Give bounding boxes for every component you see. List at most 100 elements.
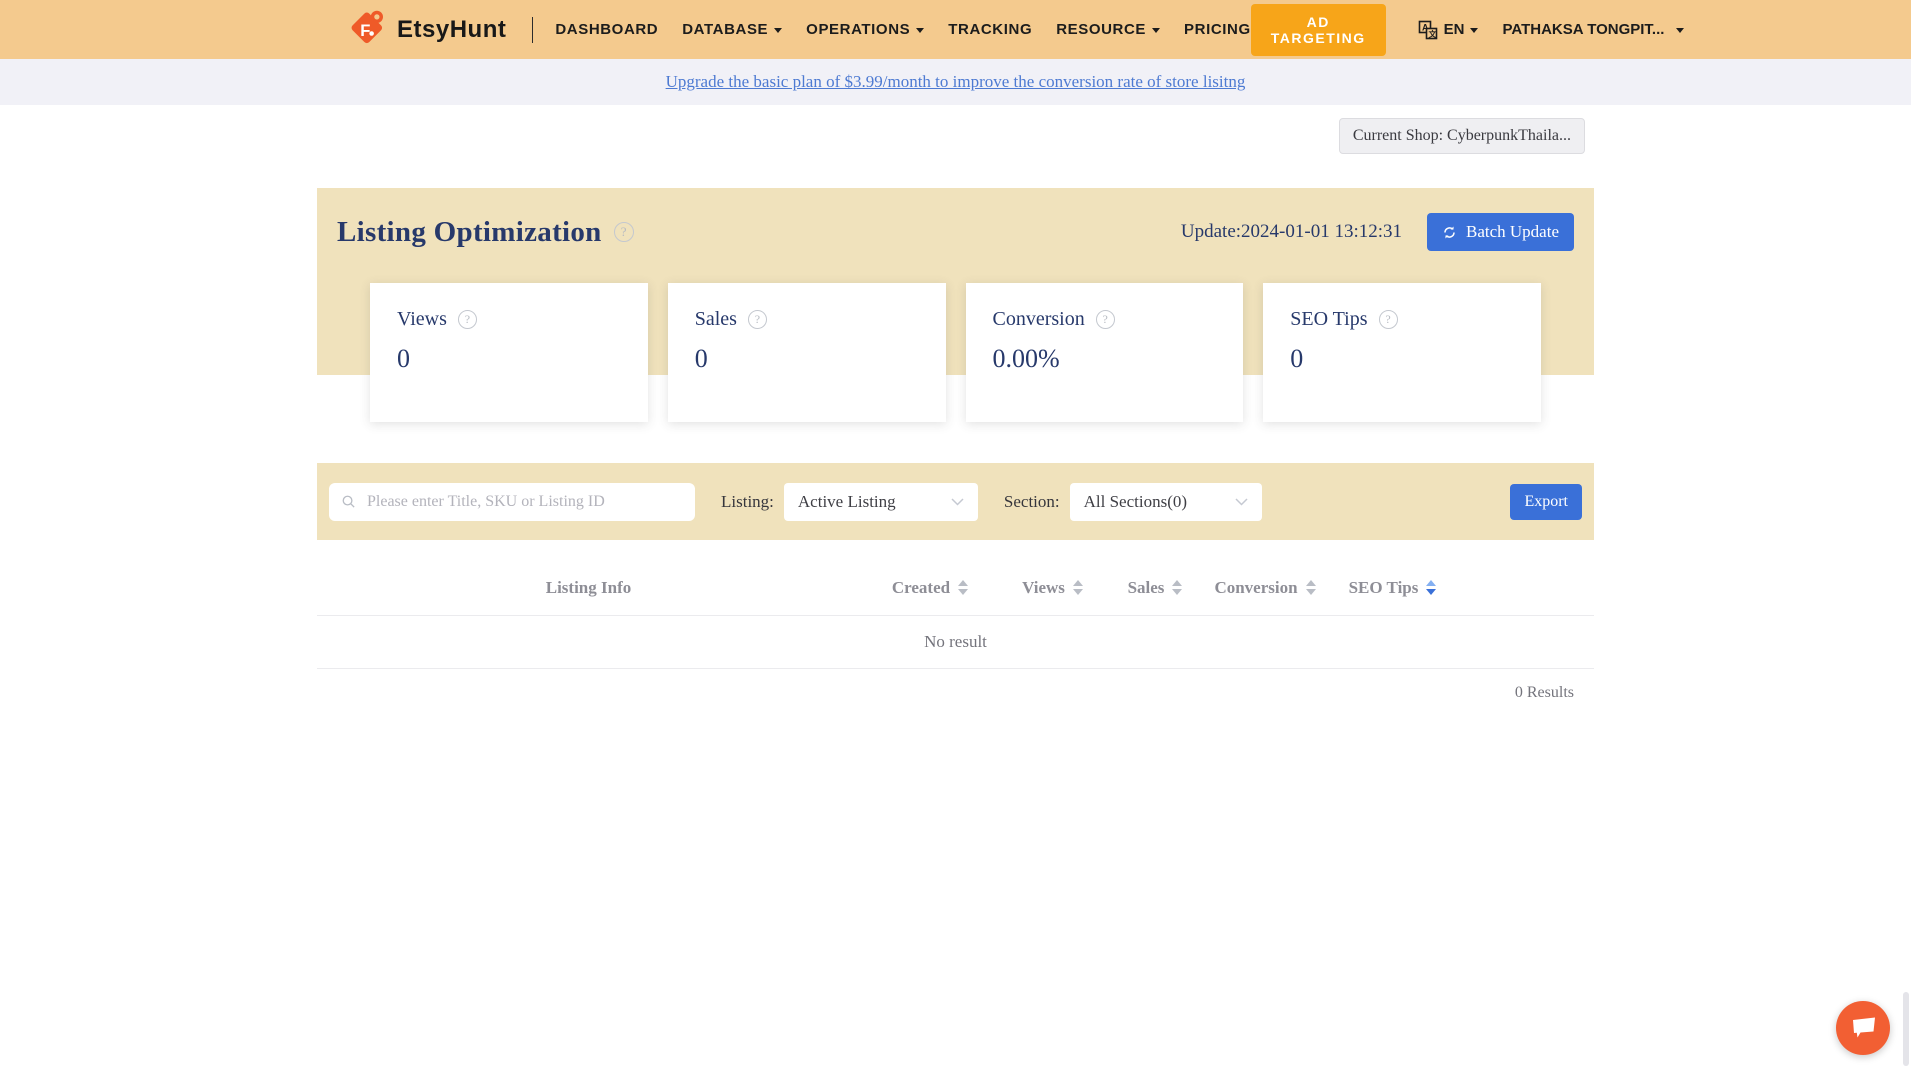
chevron-down-icon — [774, 28, 783, 33]
nav-item-label: PRICING — [1184, 21, 1251, 38]
header-actions: Update:2024-01-01 13:12:31 Batch Update — [1181, 213, 1574, 251]
navbar-right: AD TARGETING A 文 EN PATHAKSA TONGPIT... — [1250, 3, 1685, 56]
current-shop-button[interactable]: Current Shop: CyberpunkThaila... — [1338, 118, 1585, 154]
table-empty-state: No result — [317, 616, 1594, 669]
sort-carets-icon[interactable] — [958, 580, 969, 595]
stat-card-views: Views ? 0 — [370, 283, 648, 422]
nav-item-database[interactable]: DATABASE — [682, 21, 783, 38]
search-icon — [341, 494, 356, 509]
panel-header: Listing Optimization ? Update:2024-01-01… — [317, 188, 1594, 422]
listing-filter-label: Listing: — [721, 491, 774, 511]
nav-divider — [532, 16, 534, 43]
svg-text:A: A — [1422, 22, 1429, 32]
nav-item-resource[interactable]: RESOURCE — [1056, 21, 1161, 38]
question-circle-icon[interactable]: ? — [747, 310, 767, 329]
language-selector[interactable]: A 文 EN — [1418, 20, 1479, 40]
refresh-icon — [1442, 225, 1457, 240]
chevron-down-icon — [1676, 28, 1685, 33]
table-header-row: Listing Info Created Views Sales Convers… — [317, 560, 1594, 616]
question-circle-icon[interactable]: ? — [1378, 310, 1398, 329]
sort-carets-icon[interactable] — [1426, 580, 1437, 595]
stat-card-conversion: Conversion ? 0.00% — [965, 283, 1244, 422]
column-header-conversion[interactable]: Conversion — [1205, 578, 1325, 598]
shop-selector-row: Current Shop: CyberpunkThaila... — [0, 105, 1911, 154]
title-row: Listing Optimization ? Update:2024-01-01… — [337, 213, 1574, 251]
nav-item-label: DATABASE — [682, 21, 769, 38]
table-footer: 0 Results — [317, 669, 1594, 702]
top-navbar: F EtsyHunt DASHBOARD DATABASE OPERATIONS… — [0, 0, 1911, 59]
chevron-down-icon — [951, 497, 964, 506]
column-label: Views — [1022, 577, 1065, 597]
main-menu: DASHBOARD DATABASE OPERATIONS TRACKING R… — [555, 21, 1250, 38]
scrollbar-thumb[interactable] — [1903, 992, 1909, 1066]
question-circle-icon[interactable]: ? — [613, 222, 634, 242]
stat-label: SEO Tips — [1290, 308, 1368, 330]
sort-carets-icon[interactable] — [1072, 580, 1083, 595]
stat-value: 0 — [1290, 344, 1304, 373]
nav-item-label: RESOURCE — [1056, 21, 1147, 38]
column-header-views[interactable]: Views — [1000, 578, 1105, 598]
title-group: Listing Optimization ? — [337, 216, 634, 249]
column-label: Listing Info — [545, 577, 632, 597]
listing-filter-select[interactable]: Active Listing — [783, 482, 978, 521]
svg-text:F: F — [360, 21, 370, 40]
nav-item-operations[interactable]: OPERATIONS — [806, 21, 925, 38]
chat-widget-button[interactable] — [1836, 1001, 1890, 1055]
sort-carets-icon[interactable] — [1172, 580, 1183, 595]
listing-filter-value: Active Listing — [797, 491, 896, 511]
column-label: SEO Tips — [1348, 577, 1419, 597]
stat-value: 0.00% — [992, 344, 1060, 373]
section-filter-label: Section: — [1003, 491, 1060, 511]
chevron-down-icon — [1470, 28, 1479, 33]
nav-item-label: TRACKING — [948, 21, 1033, 38]
chevron-down-icon — [1235, 497, 1248, 506]
stat-label: Views — [397, 308, 447, 330]
chat-bubble-icon — [1850, 1016, 1877, 1041]
translate-icon: A 文 — [1418, 20, 1438, 40]
batch-update-button[interactable]: Batch Update — [1427, 213, 1574, 251]
column-label: Conversion — [1214, 577, 1298, 597]
user-name: PATHAKSA TONGPIT... — [1502, 21, 1665, 38]
page-title: Listing Optimization — [337, 215, 602, 248]
column-header-listing-info: Listing Info — [317, 578, 860, 598]
upgrade-banner: Upgrade the basic plan of $3.99/month to… — [0, 59, 1911, 105]
sort-carets-icon[interactable] — [1305, 580, 1316, 595]
svg-text:文: 文 — [1428, 29, 1437, 39]
stat-label: Sales — [694, 308, 737, 330]
question-circle-icon[interactable]: ? — [457, 310, 477, 329]
listing-optimization-panel: Listing Optimization ? Update:2024-01-01… — [317, 188, 1594, 702]
column-header-seo-tips[interactable]: SEO Tips — [1325, 578, 1460, 598]
stat-value: 0 — [397, 344, 410, 373]
nav-item-dashboard[interactable]: DASHBOARD — [555, 21, 658, 38]
search-input[interactable] — [365, 491, 683, 512]
column-header-sales[interactable]: Sales — [1105, 578, 1205, 598]
user-menu[interactable]: PATHAKSA TONGPIT... — [1502, 21, 1685, 38]
search-box — [329, 482, 695, 521]
chevron-down-icon — [916, 28, 925, 33]
section-filter-select[interactable]: All Sections(0) — [1069, 482, 1262, 521]
nav-item-label: DASHBOARD — [555, 21, 659, 38]
stats-row: Views ? 0 Sales ? 0 Conversion ? 0.00% — [337, 283, 1574, 422]
etsyhunt-logo-icon: F — [348, 9, 390, 51]
batch-update-label: Batch Update — [1466, 222, 1559, 241]
filter-bar: Listing: Active Listing Section: All Sec… — [317, 463, 1594, 540]
language-label: EN — [1443, 21, 1465, 38]
nav-item-pricing[interactable]: PRICING — [1184, 21, 1251, 38]
update-timestamp: Update:2024-01-01 13:12:31 — [1180, 221, 1402, 242]
chevron-down-icon — [1152, 28, 1161, 33]
nav-item-label: OPERATIONS — [806, 21, 911, 38]
export-button[interactable]: Export — [1510, 483, 1582, 520]
upgrade-link[interactable]: Upgrade the basic plan of $3.99/month to… — [665, 72, 1246, 91]
section-filter-value: All Sections(0) — [1083, 491, 1188, 511]
ad-targeting-button[interactable]: AD TARGETING — [1250, 3, 1386, 56]
etsyhunt-logo[interactable]: F EtsyHunt — [348, 9, 506, 51]
column-label: Created — [891, 577, 951, 597]
nav-item-tracking[interactable]: TRACKING — [948, 21, 1032, 38]
question-circle-icon[interactable]: ? — [1095, 310, 1115, 329]
column-label: Sales — [1127, 577, 1165, 597]
stat-label: Conversion — [992, 308, 1085, 330]
stat-card-sales: Sales ? 0 — [667, 283, 946, 422]
column-header-created[interactable]: Created — [860, 578, 1000, 598]
listings-table: Listing Info Created Views Sales Convers… — [317, 560, 1594, 702]
stat-value: 0 — [694, 344, 708, 373]
